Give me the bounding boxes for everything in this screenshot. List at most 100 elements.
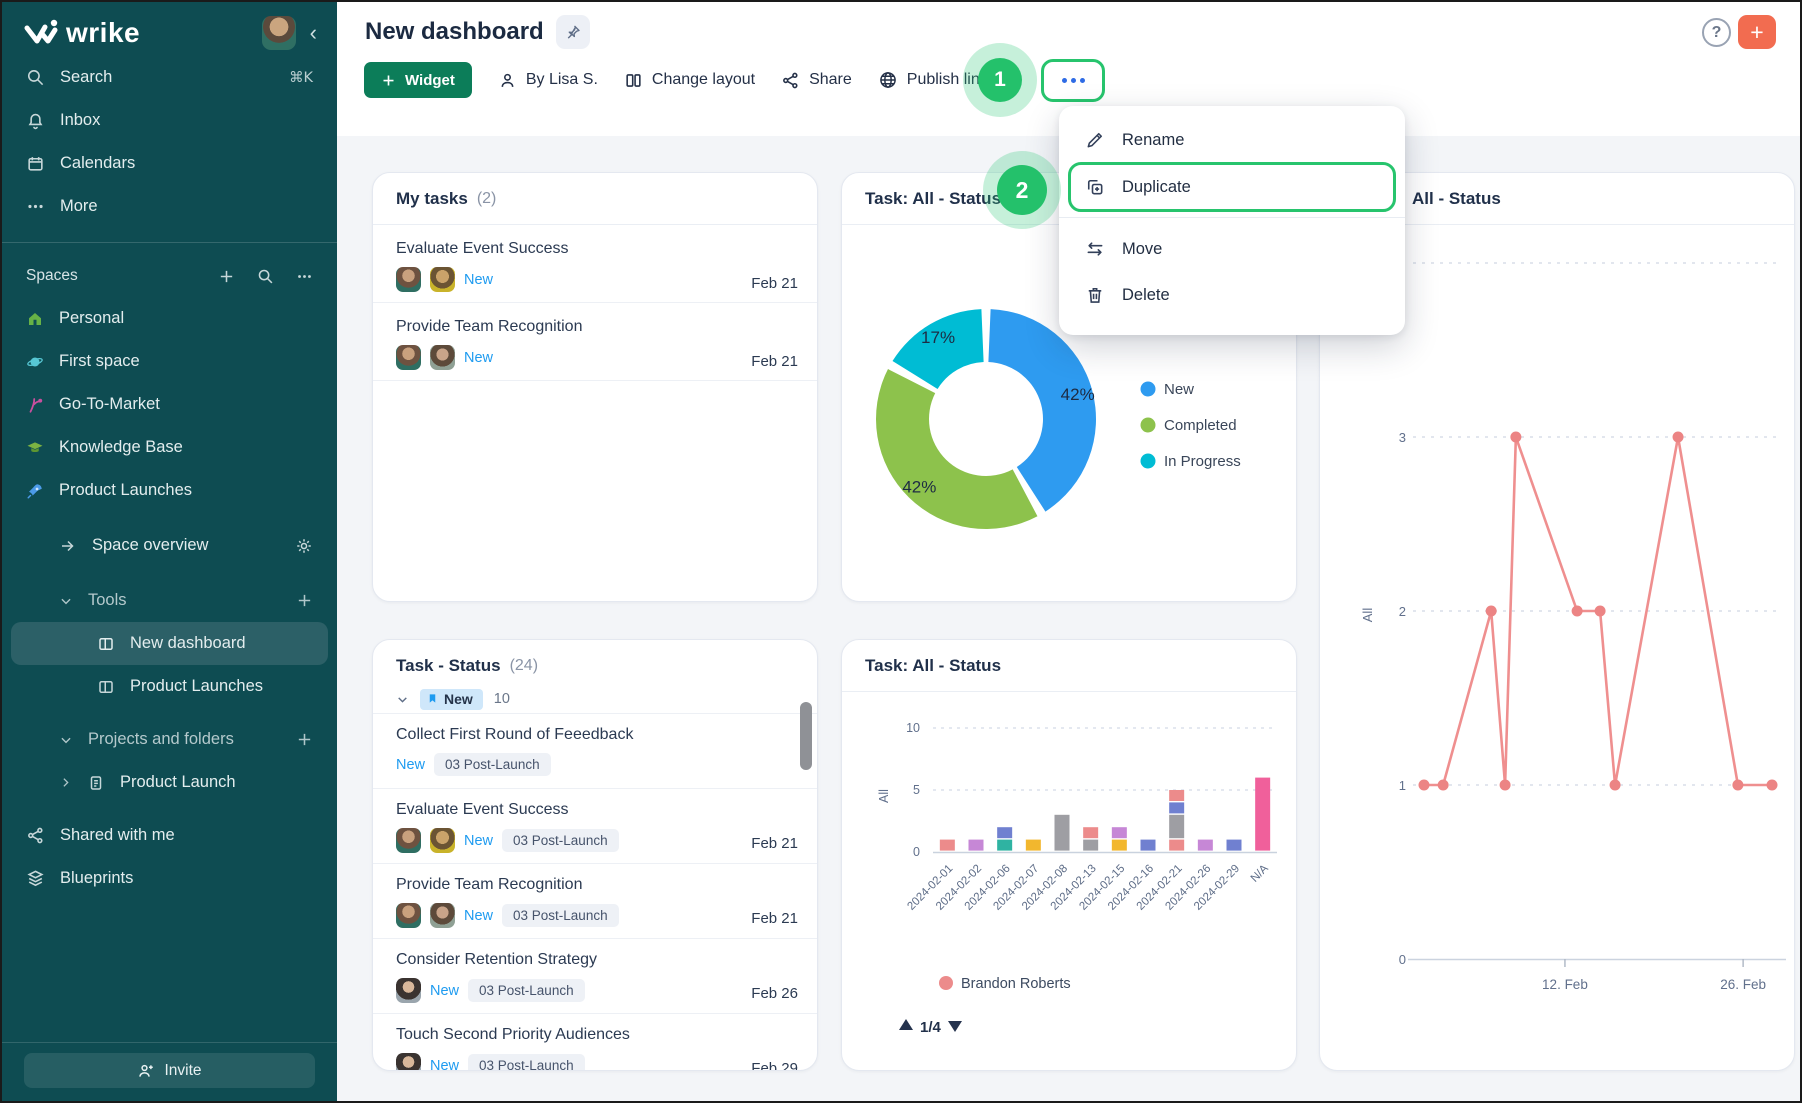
widget-task-status-list: Task - Status (24) New 10 Collect First … xyxy=(372,639,818,1071)
bar-chart[interactable]: 0510All2024-02-012024-02-022024-02-06202… xyxy=(842,692,1296,1071)
menu-item-duplicate[interactable]: Duplicate xyxy=(1068,162,1396,212)
status-badge[interactable]: New xyxy=(464,907,494,924)
dashboard-icon xyxy=(99,637,113,650)
folder-chip[interactable]: 03 Post-Launch xyxy=(502,904,619,927)
avatar[interactable] xyxy=(396,1053,421,1070)
folder-chip[interactable]: 03 Post-Launch xyxy=(468,979,585,1002)
task-row[interactable]: Provide Team Recognition New 03 Post-Launc… xyxy=(373,864,817,939)
widget-task-status-bar: Task: All - Status 0 5 10 All 2024-02-01 2024… xyxy=(841,639,1297,1071)
task-title: Collect First Round of Feeedback xyxy=(396,726,634,743)
help-button[interactable]: ? xyxy=(1702,18,1731,47)
folder-chip[interactable]: 03 Post-Launch xyxy=(434,753,551,776)
dashboard-toolbar: Widget By Lisa S. Change layout Share Pu… xyxy=(364,62,988,98)
svg-text:26. Feb: 26. Feb xyxy=(1720,977,1766,992)
task-row[interactable]: Consider Retention Strategy New 03 Post-La… xyxy=(373,939,817,1014)
author-button[interactable]: By Lisa S. xyxy=(498,71,598,90)
sidebar-item-product-launch[interactable]: Product Launch xyxy=(2,761,337,804)
sidebar-item-space-overview[interactable]: Space overview xyxy=(2,524,337,567)
sidebar-space-knowledge-base[interactable]: Knowledge Base xyxy=(2,426,337,469)
folder-chip[interactable]: 03 Post-Launch xyxy=(468,1054,585,1070)
sidebar-item-new-dashboard[interactable]: New dashboard xyxy=(11,622,328,665)
sidebar-item-calendars[interactable]: Calendars xyxy=(2,142,337,185)
task-title: Provide Team Recognition xyxy=(396,318,583,335)
user-avatar[interactable] xyxy=(261,16,296,50)
add-project-icon[interactable] xyxy=(296,731,313,748)
change-layout-button[interactable]: Change layout xyxy=(624,71,755,90)
sidebar-section-tools[interactable]: Tools xyxy=(2,579,337,622)
line-chart[interactable]: 0 1 2 3 All 12. Feb 26. Feb xyxy=(1320,225,1794,1070)
sidebar-collapse-icon[interactable]: ‹ xyxy=(309,20,317,45)
task-title: Touch Second Priority Audiences xyxy=(396,1026,630,1043)
sidebar-item-more[interactable]: More xyxy=(2,185,337,228)
sidebar-section-projects[interactable]: Projects and folders xyxy=(2,718,337,761)
sidebar-space-product-launches[interactable]: Product Launches xyxy=(2,469,337,512)
sidebar-space-go-to-market[interactable]: Go-To-Market xyxy=(2,383,337,426)
add-widget-button[interactable]: Widget xyxy=(364,62,472,98)
svg-text:N/A: N/A xyxy=(1249,862,1271,884)
status-badge[interactable]: New xyxy=(464,349,494,366)
publish-link-button[interactable]: Publish link xyxy=(878,70,988,90)
status-group-header[interactable]: New 10 xyxy=(373,685,817,714)
avatar[interactable] xyxy=(396,828,421,853)
pin-icon xyxy=(567,25,580,39)
status-badge[interactable]: New xyxy=(396,756,426,773)
sidebar-space-first-space[interactable]: First space xyxy=(2,340,337,383)
task-row[interactable]: Collect First Round of Feeedback New 03 Po… xyxy=(373,714,817,789)
status-badge[interactable]: New xyxy=(464,832,494,849)
avatar[interactable] xyxy=(396,903,421,928)
global-add-button[interactable]: + xyxy=(1738,15,1776,49)
sidebar-item-search[interactable]: Search ⌘K xyxy=(2,56,337,99)
dashboard-icon xyxy=(99,680,113,693)
menu-item-rename[interactable]: Rename xyxy=(1059,117,1405,163)
pin-button[interactable] xyxy=(555,15,590,49)
task-row[interactable]: Touch Second Priority Audiences New 03 Pos… xyxy=(373,1014,817,1071)
sidebar-item-inbox[interactable]: Inbox xyxy=(2,99,337,142)
avatar[interactable] xyxy=(396,978,421,1003)
scrollbar-thumb[interactable] xyxy=(800,702,812,770)
svg-text:New: New xyxy=(1164,381,1194,398)
sidebar-space-personal[interactable]: Personal xyxy=(2,297,337,340)
share-icon xyxy=(28,827,43,844)
due-date: Feb 29 xyxy=(751,1060,798,1071)
menu-divider xyxy=(1059,217,1405,218)
add-tool-icon[interactable] xyxy=(296,592,313,609)
gear-icon[interactable] xyxy=(295,537,313,555)
task-row[interactable]: Provide Team Recognition New Feb 21 xyxy=(373,303,817,381)
menu-item-move[interactable]: Move xyxy=(1059,226,1405,272)
add-space-icon[interactable] xyxy=(218,268,235,285)
spaces-more-icon[interactable] xyxy=(296,268,313,285)
svg-text:2: 2 xyxy=(1399,604,1406,619)
task-row[interactable]: Evaluate Event Success New Feb 21 xyxy=(373,225,817,303)
avatar[interactable] xyxy=(396,345,421,370)
sidebar-item-shared-with-me[interactable]: Shared with me xyxy=(2,814,337,857)
context-menu: Rename Duplicate Move Delete xyxy=(1059,106,1405,335)
status-badge[interactable]: New xyxy=(430,982,460,999)
avatar[interactable] xyxy=(430,345,455,370)
avatar[interactable] xyxy=(430,903,455,928)
svg-text:42%: 42% xyxy=(1061,385,1095,404)
invite-button[interactable]: Invite xyxy=(24,1053,315,1088)
dots-icon xyxy=(28,204,43,209)
sidebar-item-product-launches-dashboard[interactable]: Product Launches xyxy=(2,665,337,708)
search-spaces-icon[interactable] xyxy=(257,268,274,285)
task-row[interactable]: Evaluate Event Success New 03 Post-Launch F… xyxy=(373,789,817,864)
status-badge[interactable]: New xyxy=(430,1057,460,1071)
share-button[interactable]: Share xyxy=(781,71,852,90)
planet-icon xyxy=(27,357,43,366)
avatar[interactable] xyxy=(430,267,455,292)
folder-chip[interactable]: 03 Post-Launch xyxy=(502,829,619,852)
house-icon xyxy=(29,312,41,325)
svg-text:1: 1 xyxy=(1399,778,1406,793)
person-icon xyxy=(501,73,514,87)
status-badge[interactable]: New xyxy=(464,271,494,288)
share-nodes-icon xyxy=(783,72,798,88)
donut-chart[interactable]: 42% 42% 17% New Completed In Progress xyxy=(842,225,1296,602)
avatar[interactable] xyxy=(396,267,421,292)
pencil-icon xyxy=(1087,132,1103,148)
dashboard-more-button[interactable] xyxy=(1041,59,1105,102)
group-count: 10 xyxy=(493,691,510,707)
branch-icon xyxy=(29,397,43,413)
menu-item-delete[interactable]: Delete xyxy=(1059,272,1405,318)
sidebar-item-blueprints[interactable]: Blueprints xyxy=(2,857,337,900)
avatar[interactable] xyxy=(430,828,455,853)
